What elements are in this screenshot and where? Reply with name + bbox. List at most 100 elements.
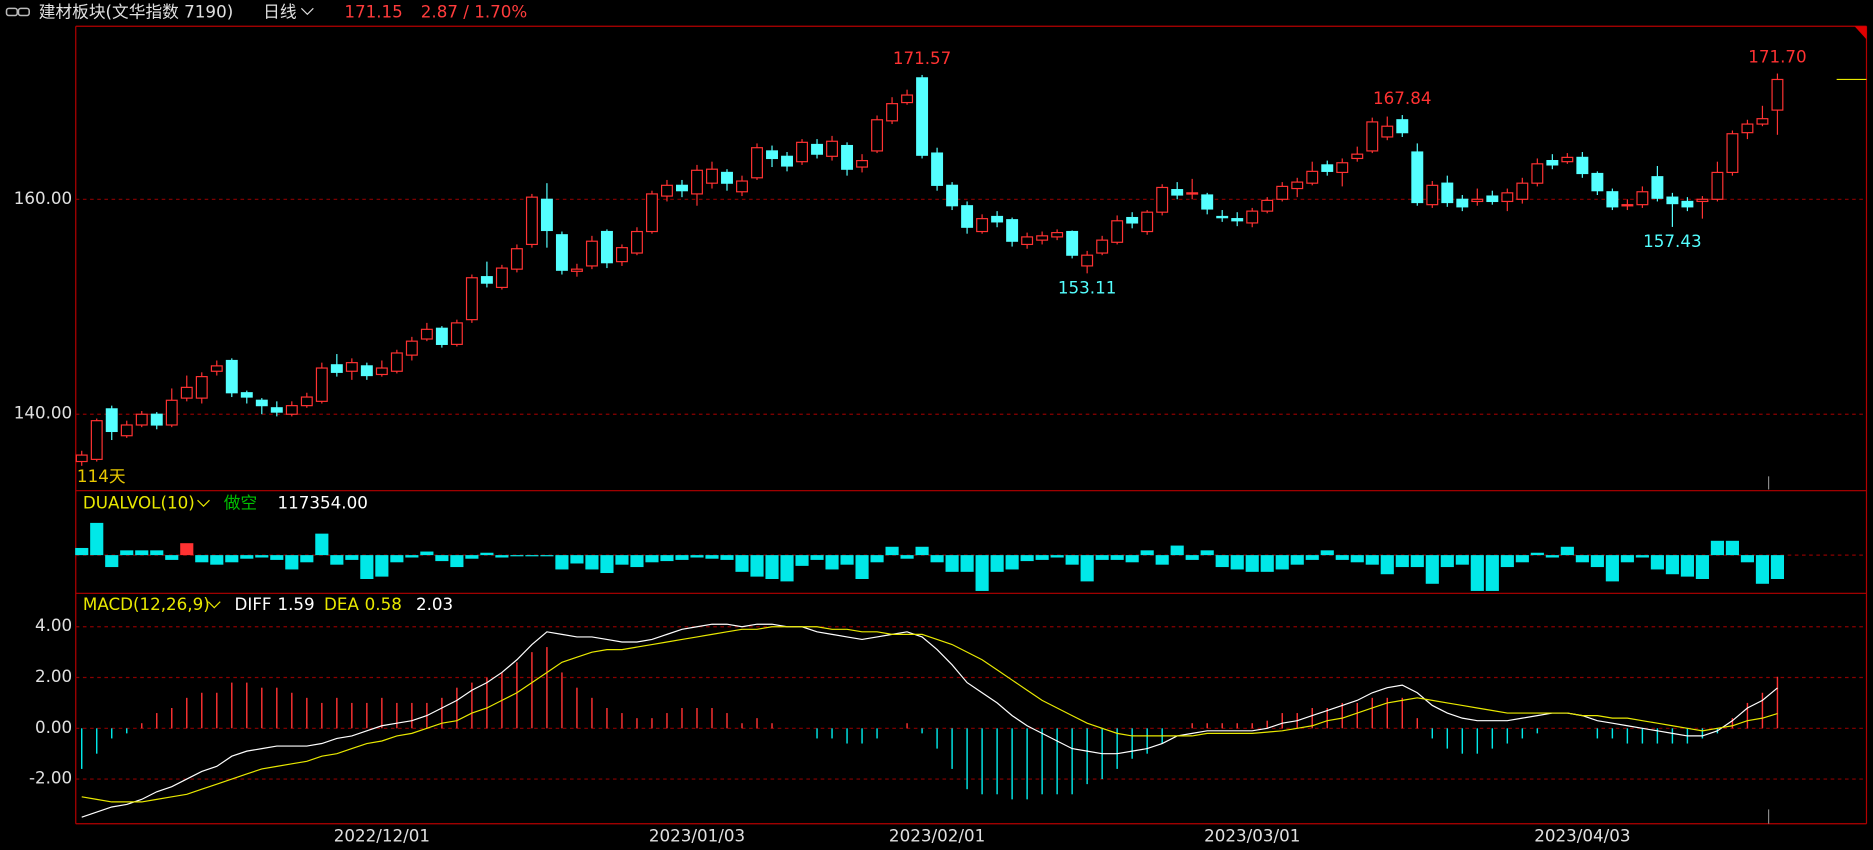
volume-bar	[105, 555, 119, 568]
candle-body	[150, 413, 163, 426]
volume-bar	[1590, 555, 1604, 568]
dropdown-arrow[interactable]	[300, 7, 314, 16]
indicator-name: MACD(12,26,9)	[83, 594, 210, 614]
candle-body	[1036, 235, 1049, 241]
candle-body	[270, 407, 283, 413]
y-tick-label: 4.00	[35, 615, 72, 635]
volume-bar	[135, 550, 149, 556]
candle-body	[676, 184, 688, 192]
extreme-label: 153.11	[1058, 277, 1116, 297]
volume-bar	[735, 555, 749, 572]
candle-body	[976, 218, 989, 233]
volume-bar	[495, 555, 509, 558]
candle-body	[1306, 170, 1319, 184]
volume-bar	[240, 555, 254, 559]
volume-bar	[840, 555, 854, 565]
volume-bar	[1680, 555, 1694, 577]
volume-bar	[1065, 555, 1079, 565]
candle-body	[1201, 194, 1214, 210]
candle-body	[1216, 215, 1229, 219]
candle-body	[721, 171, 733, 184]
candle-body	[225, 359, 238, 394]
volume-bar	[1200, 550, 1214, 556]
volume-bar	[1035, 555, 1049, 560]
volume-bar	[1170, 545, 1184, 556]
candle-body	[1726, 133, 1739, 174]
volume-bar	[330, 555, 344, 565]
period-selector[interactable]: 日线	[263, 2, 297, 22]
volume-bar	[600, 555, 614, 574]
volume-bar	[750, 555, 764, 577]
candle-body	[90, 420, 103, 460]
candle-body	[1366, 121, 1379, 152]
volume-bar	[1665, 555, 1679, 575]
candle-body	[390, 352, 403, 372]
volume-bar	[195, 555, 209, 563]
candle-body	[285, 405, 298, 415]
candle-body	[1516, 182, 1529, 200]
volume-bar	[615, 555, 629, 565]
candle-body	[826, 140, 839, 157]
volume-bar	[810, 555, 824, 560]
volume-bar	[210, 555, 224, 565]
volume-bar	[1695, 555, 1709, 580]
candle-body	[736, 180, 748, 193]
x-tick-label: 2023/02/01	[889, 825, 985, 845]
candle-body	[1546, 160, 1559, 166]
volume-bar	[1740, 555, 1754, 563]
candle-body	[1051, 232, 1064, 238]
dropdown-arrow[interactable]	[207, 601, 221, 609]
volume-bar	[780, 555, 794, 582]
candle-body	[450, 322, 463, 345]
macd-line	[81, 623, 1778, 818]
volume-bar	[930, 555, 944, 563]
candle-body	[1771, 78, 1784, 111]
legend-dea: DEA	[324, 594, 359, 614]
candle-body	[1276, 185, 1289, 200]
extreme-label: 157.43	[1643, 231, 1701, 251]
volume-bar	[465, 555, 479, 559]
candle-body	[405, 340, 418, 356]
volume-bar	[1215, 555, 1229, 568]
candle-body	[495, 267, 508, 289]
candle-body	[691, 169, 703, 195]
candle-body	[1126, 216, 1139, 224]
x-tick-label: 2023/03/01	[1204, 825, 1300, 845]
candle-body	[345, 362, 358, 372]
volume-bar	[825, 555, 839, 570]
candle-body	[1261, 199, 1274, 212]
candle-body	[1156, 186, 1169, 213]
candle-body	[1096, 239, 1109, 254]
volume-bar	[1020, 555, 1034, 562]
volume-bar	[1440, 555, 1454, 568]
candle-body	[510, 248, 523, 270]
candle-body	[1231, 218, 1244, 222]
volume-bar	[1140, 550, 1154, 556]
instrument-title: 建材板块(文华指数 7190)	[39, 2, 233, 22]
volume-bar	[345, 555, 359, 560]
volume-bar	[255, 555, 269, 558]
candle-body	[1651, 176, 1664, 199]
candle-body	[661, 184, 673, 197]
candle-body	[1486, 195, 1499, 203]
candle-body	[1531, 163, 1544, 184]
volume-bar	[630, 555, 644, 568]
macd-value: 2.03	[416, 594, 453, 614]
candle-body	[886, 103, 899, 122]
volume-bar	[975, 555, 989, 591]
candle-body	[1636, 191, 1649, 206]
volume-bar	[1110, 555, 1124, 560]
volume-bar	[1755, 555, 1769, 584]
candle-body	[315, 367, 328, 402]
volume-bar	[90, 522, 104, 556]
candle-body	[465, 277, 478, 321]
candle-body	[901, 94, 914, 104]
candle-body	[1711, 171, 1724, 200]
volume-bar	[1575, 555, 1589, 563]
dropdown-arrow[interactable]	[197, 499, 210, 508]
candle-body	[525, 196, 538, 246]
candle-body	[600, 230, 613, 264]
candle-body	[570, 268, 583, 272]
x-tick-label: 2023/04/03	[1534, 825, 1630, 845]
volume-bar	[690, 555, 704, 558]
